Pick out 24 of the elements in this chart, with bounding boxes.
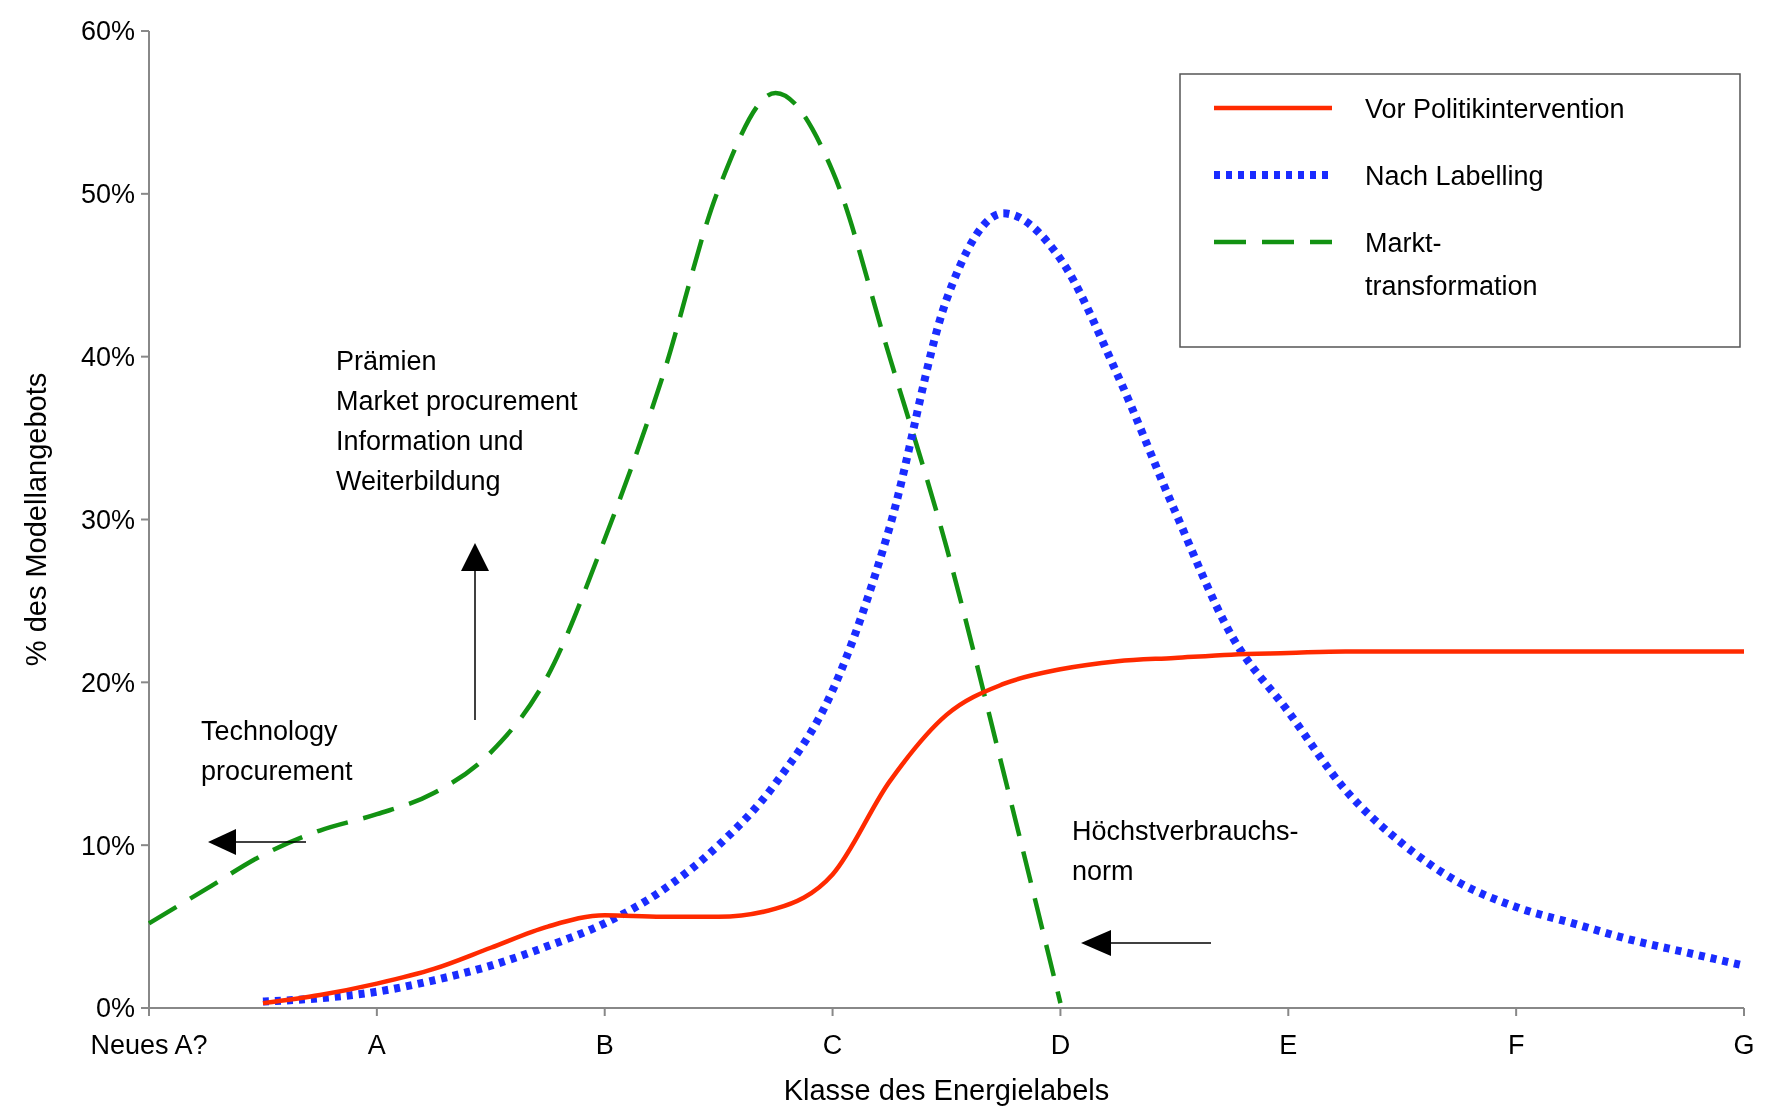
y-tick-label: 50% <box>80 179 135 210</box>
annotation: Höchstverbrauchs- norm <box>1072 816 1299 886</box>
x-tick-label: A <box>367 1030 386 1060</box>
x-axis-title: Klasse des Energielabels <box>783 1074 1110 1106</box>
x-tick-label: D <box>1050 1030 1071 1060</box>
x-tick-label: E <box>1279 1030 1298 1060</box>
y-tick-label: 10% <box>80 830 135 861</box>
y-tick-label: 60% <box>80 16 135 47</box>
x-tick-label: B <box>595 1030 614 1060</box>
legend-label: Nach Labelling <box>1365 161 1544 191</box>
y-tick-label: 0% <box>95 993 135 1024</box>
y-tick-label: 40% <box>80 342 135 373</box>
x-tick-label: Neues A? <box>90 1030 208 1060</box>
y-axis-title: % des Modellangebots <box>20 372 52 667</box>
annotation: Technology procurement <box>201 716 354 786</box>
annotation: Prämien Market procurement Information und Weiterbildung <box>336 346 579 496</box>
y-tick-label: 30% <box>80 504 135 535</box>
legend-label: Markt- transformation <box>1365 228 1538 301</box>
x-tick-label: C <box>822 1030 843 1060</box>
x-tick-label: G <box>1733 1030 1755 1060</box>
x-tick-label: F <box>1507 1030 1525 1060</box>
y-tick-label: 20% <box>80 667 135 698</box>
line-series <box>146 90 1063 1006</box>
legend-label: Vor Politikintervention <box>1365 94 1625 124</box>
